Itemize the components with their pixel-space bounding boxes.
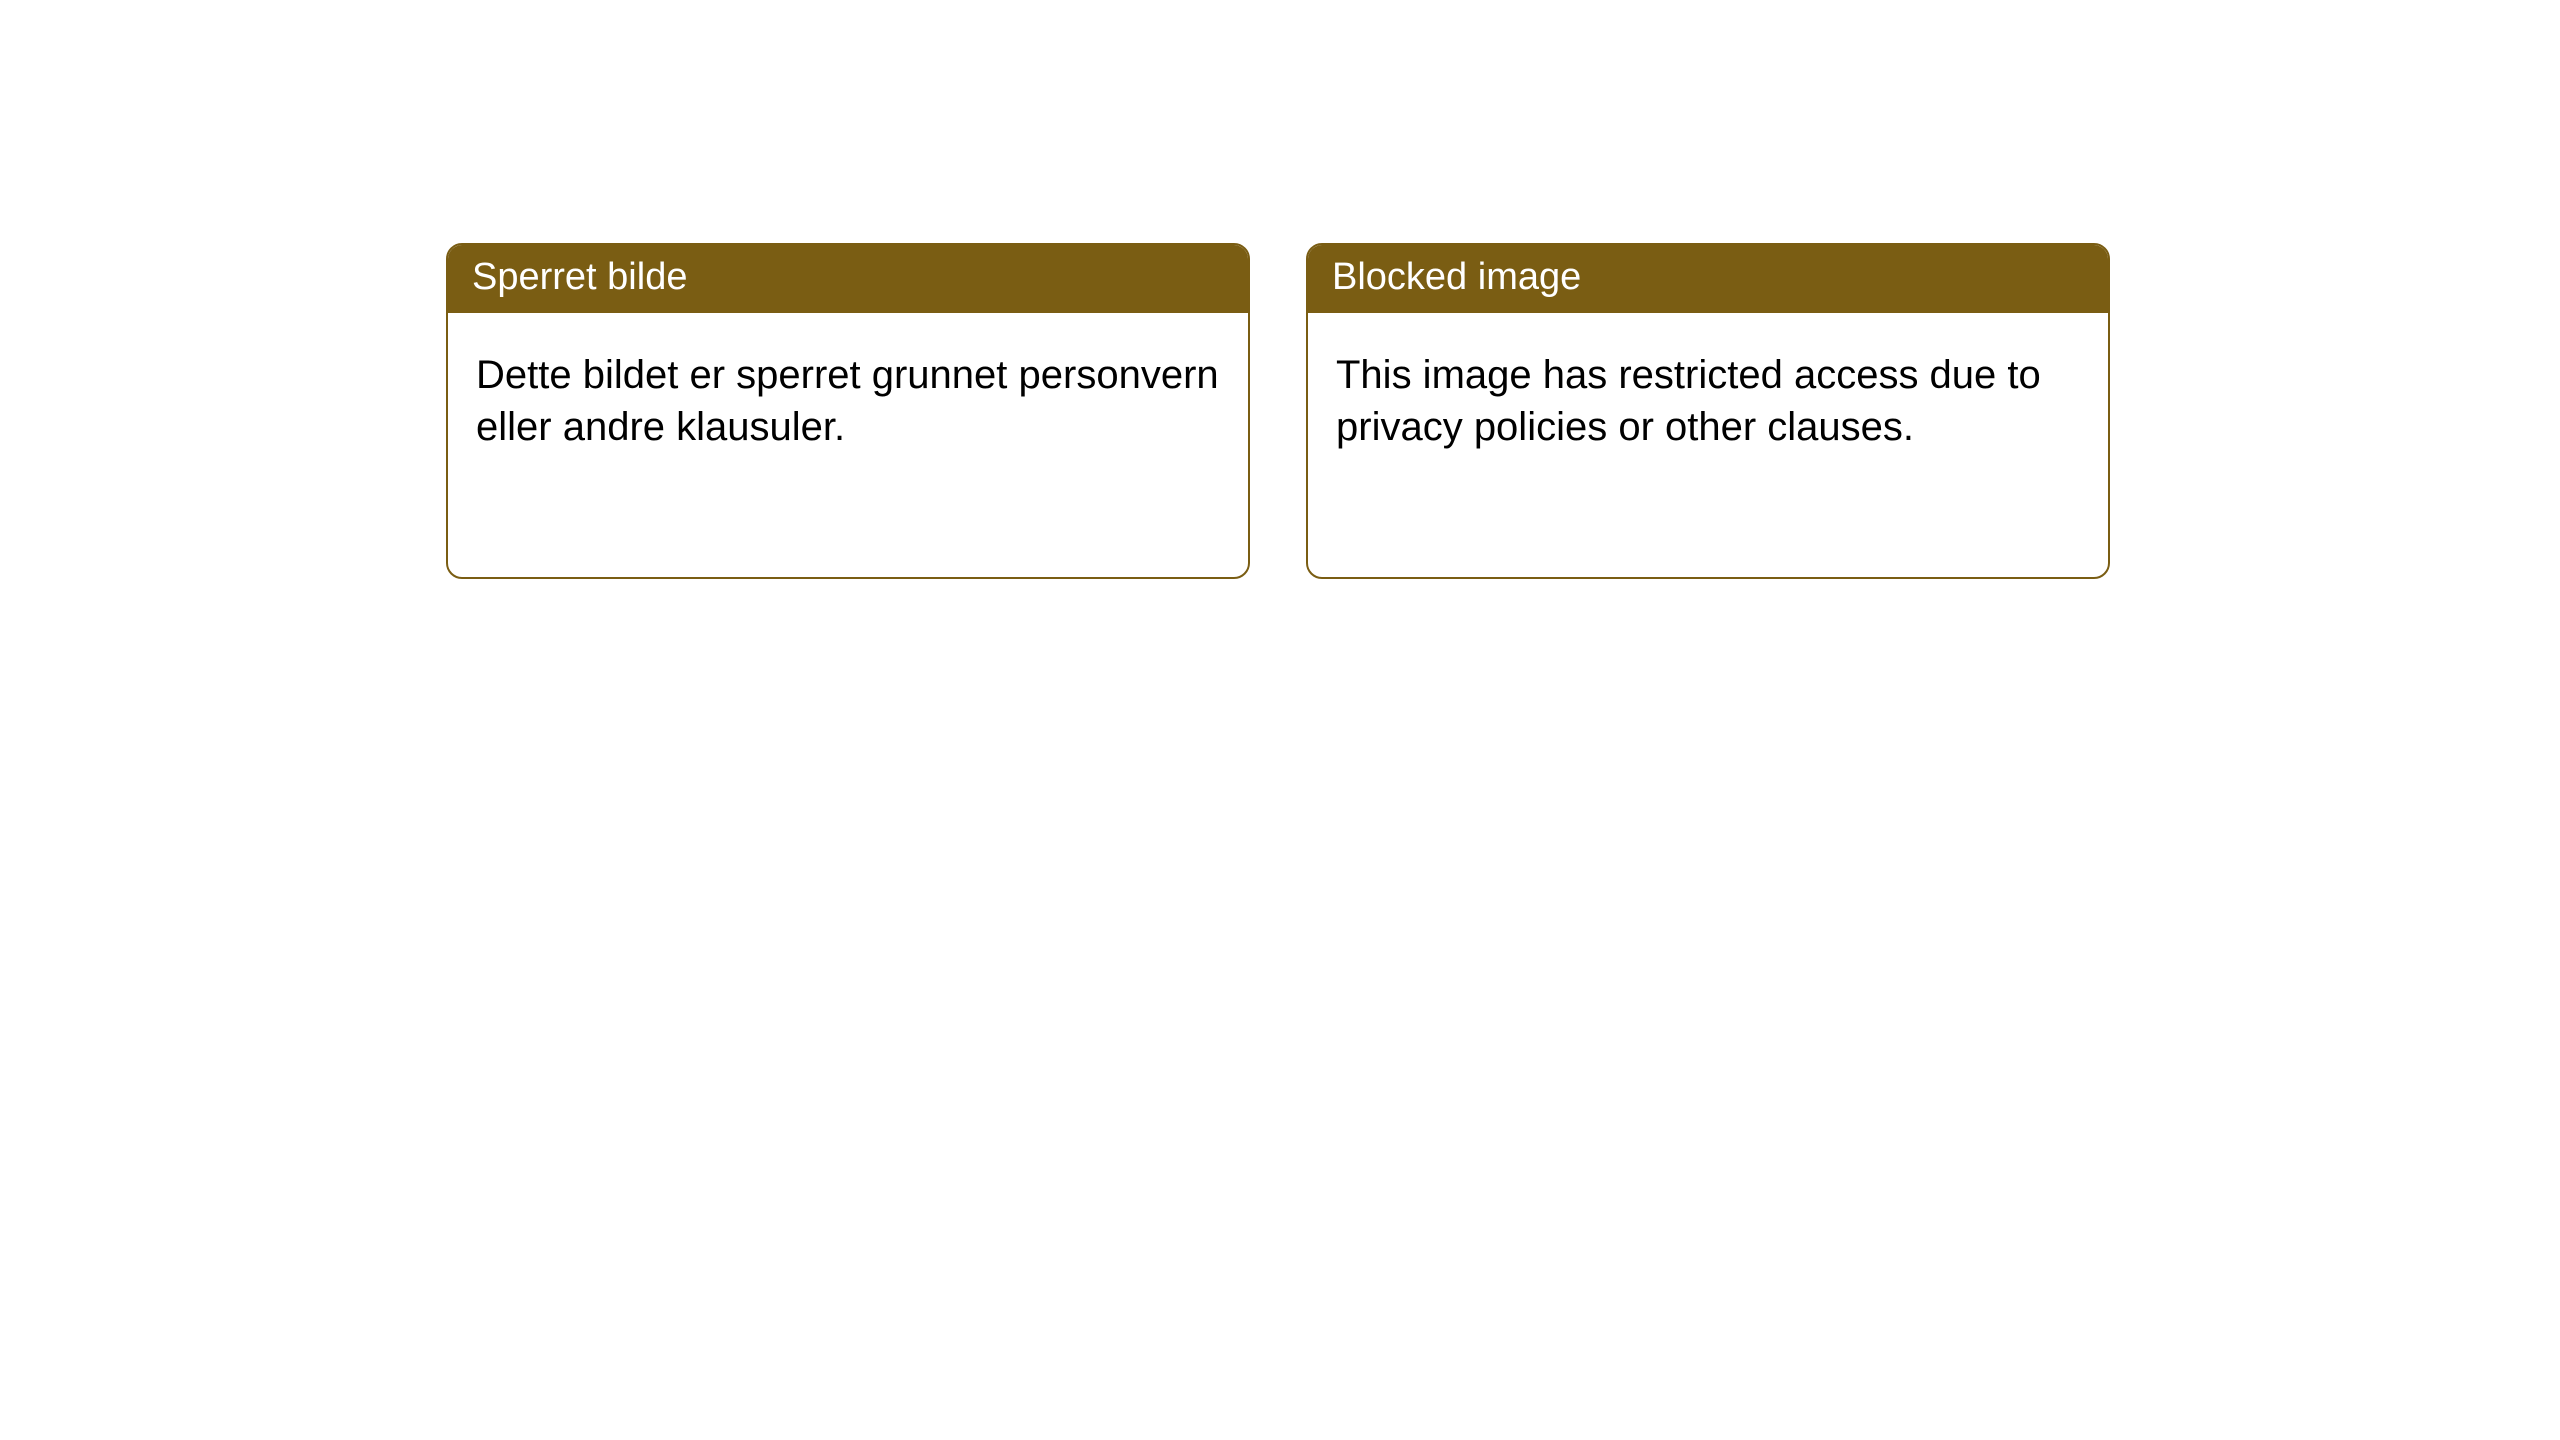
- notice-container: Sperret bilde Dette bildet er sperret gr…: [446, 243, 2110, 579]
- notice-body-english: This image has restricted access due to …: [1308, 313, 2108, 489]
- notice-title-english: Blocked image: [1308, 245, 2108, 313]
- notice-card-english: Blocked image This image has restricted …: [1306, 243, 2110, 579]
- notice-card-norwegian: Sperret bilde Dette bildet er sperret gr…: [446, 243, 1250, 579]
- notice-title-norwegian: Sperret bilde: [448, 245, 1248, 313]
- notice-body-norwegian: Dette bildet er sperret grunnet personve…: [448, 313, 1248, 489]
